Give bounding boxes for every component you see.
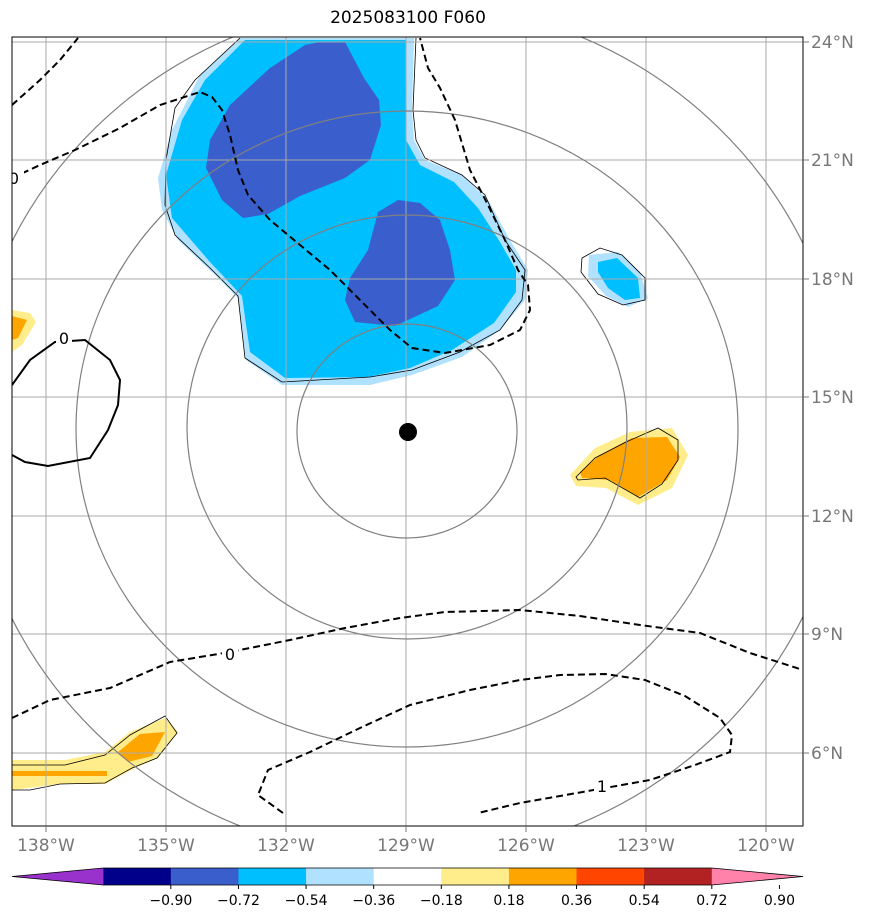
lon-label: 129°W [377, 836, 435, 856]
longitude-labels: 138°W 135°W 132°W 129°W 126°W 123°W 120°… [17, 836, 795, 856]
lat-lon-grid [12, 37, 803, 826]
colorbar-tick-label: −0.18 [420, 893, 463, 909]
colorbar-tick-label: −0.54 [285, 893, 328, 909]
lon-label: 123°W [617, 836, 675, 856]
orange-strip-southwest [12, 771, 107, 776]
storm-center-marker [399, 423, 417, 441]
colorbar-tick-label: −0.72 [217, 893, 260, 909]
colorbar-segment [170, 868, 239, 885]
colorbar-tick-label: 0.36 [561, 893, 592, 909]
lon-label: 126°W [497, 836, 555, 856]
lon-label: 135°W [137, 836, 195, 856]
orange-east-outline [575, 427, 679, 499]
contour-label-1-south: 1 [597, 777, 607, 796]
solid-contour [12, 338, 122, 468]
colorbar: −0.90 −0.72 −0.54 −0.36 −0.18 0.18 0.36 0.54 0.7… [11, 867, 804, 909]
lat-label: 15°N [811, 388, 854, 408]
lat-label: 12°N [811, 507, 854, 527]
colorbar-segment [306, 868, 375, 885]
dark-blue-region-south [345, 200, 455, 326]
lat-label: 18°N [811, 270, 854, 290]
contour-label-0-north: 0 [9, 169, 19, 188]
colorbar-segment [644, 868, 713, 885]
lon-label: 138°W [17, 836, 75, 856]
colorbar-segment [508, 868, 578, 885]
colorbar-segment [576, 868, 645, 885]
lat-label: 21°N [811, 151, 854, 171]
colorbar-outline [11, 867, 804, 886]
colorbar-tick-label: 0.18 [493, 893, 524, 909]
colorbar-segment [373, 868, 442, 885]
blue-region-outline [164, 37, 526, 383]
lat-label: 9°N [811, 625, 843, 645]
contour-label-0-south: 0 [225, 645, 235, 664]
colorbar-tick-label: −0.90 [149, 893, 192, 909]
lat-label: 24°N [811, 33, 854, 53]
orange-region-east [580, 437, 680, 497]
dashed-contours [12, 37, 803, 814]
colorbar-extend-high [711, 868, 803, 885]
lon-label: 132°W [257, 836, 315, 856]
colorbar-tick-label: 0.90 [764, 893, 795, 909]
colorbar-tick-label: 0.72 [696, 893, 727, 909]
contour-label-0-west: 0 [59, 329, 69, 348]
colorbar-tick-label: 0.54 [629, 893, 660, 909]
colorbar-extend-low [12, 868, 104, 885]
latitude-labels: 24°N 21°N 18°N 15°N 12°N 9°N 6°N [811, 33, 854, 764]
range-rings [12, 37, 803, 826]
lat-label: 6°N [811, 744, 843, 764]
southwest-outline [12, 715, 178, 791]
orange-region-southwest [118, 732, 165, 762]
map-area: 0 0 0 1 [9, 37, 803, 826]
contour-labels: 0 0 0 1 [9, 168, 610, 796]
colorbar-segment [441, 868, 510, 885]
colorbar-segment [103, 868, 172, 885]
map-title: 2025083100 F060 [330, 8, 486, 28]
colorbar-segment [238, 868, 307, 885]
map-frame [11, 36, 804, 827]
axis-ticks [45, 41, 809, 832]
orange-region-west [12, 316, 27, 340]
lon-label: 120°W [737, 836, 795, 856]
colorbar-tick-label: −0.36 [352, 893, 395, 909]
